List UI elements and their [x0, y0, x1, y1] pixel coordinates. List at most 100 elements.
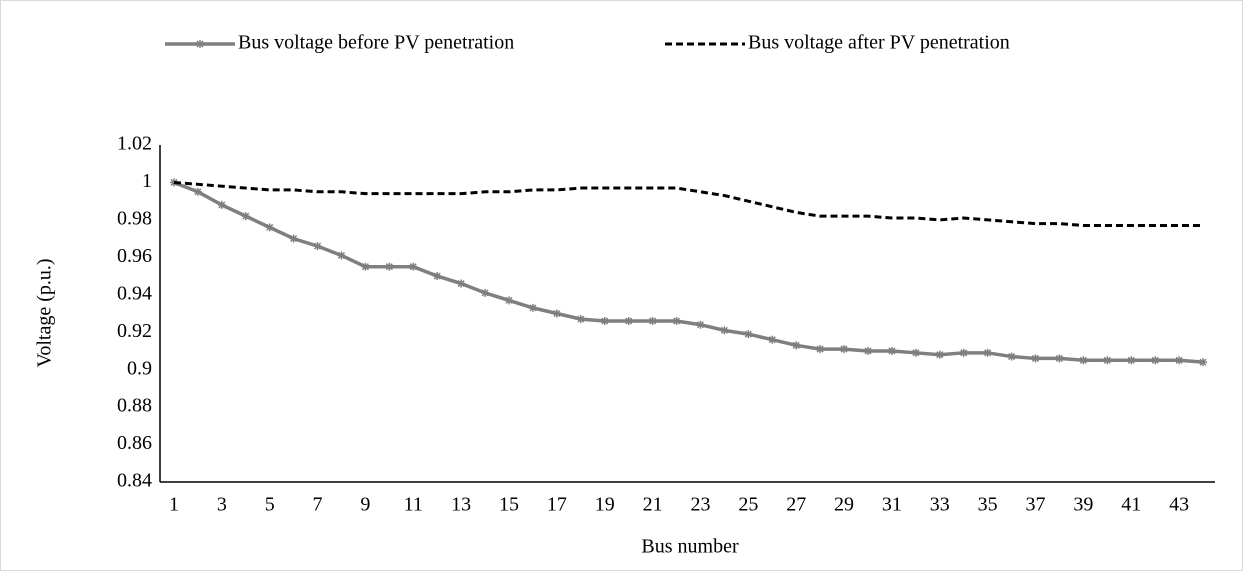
x-tick-label: 7: [313, 494, 323, 516]
marker-stroke: [433, 272, 441, 280]
marker: [983, 348, 992, 357]
marker: [911, 348, 920, 357]
marker: [552, 309, 561, 318]
marker-stroke: [218, 201, 226, 209]
y-axis-label: Voltage (p.u.): [34, 258, 56, 367]
marker-stroke: [196, 40, 204, 48]
x-tick-label: 9: [360, 494, 370, 516]
x-tick-label: 5: [265, 494, 275, 516]
marker: [576, 315, 585, 324]
y-tick-label: 0.88: [117, 395, 152, 417]
marker-stroke: [720, 326, 728, 334]
marker: [265, 223, 274, 232]
y-tick-label: 0.92: [117, 320, 152, 342]
x-tick-label: 41: [1121, 494, 1141, 516]
marker-stroke: [1055, 354, 1063, 362]
y-tick-label: 1: [142, 170, 152, 192]
marker: [481, 288, 490, 297]
x-tick-label: 11: [404, 494, 423, 516]
marker-stroke: [481, 289, 489, 297]
marker: [409, 262, 418, 271]
marker: [1151, 356, 1160, 365]
x-tick-label: 3: [217, 494, 227, 516]
series-line: [173, 180, 1204, 228]
x-axis-label: Bus number: [641, 536, 739, 558]
x-tick-label: 31: [882, 494, 902, 516]
marker-stroke: [385, 263, 393, 271]
x-tick-label: 15: [499, 494, 519, 516]
marker-stroke: [553, 309, 561, 318]
marker-stroke: [290, 235, 298, 243]
marker-stroke: [1175, 356, 1183, 364]
marker: [887, 346, 896, 355]
marker: [1055, 354, 1064, 363]
marker-stroke: [816, 345, 824, 353]
marker: [337, 251, 346, 260]
x-tick-label: 43: [1169, 494, 1189, 516]
x-tick-label: 21: [643, 494, 663, 516]
marker-stroke: [1103, 356, 1111, 364]
marker: [528, 303, 537, 312]
marker: [361, 262, 370, 271]
marker-stroke: [1079, 356, 1087, 364]
x-tick-label: 17: [547, 494, 567, 516]
marker-stroke: [1127, 356, 1135, 364]
marker: [840, 345, 849, 354]
y-tick-label: 1.02: [117, 133, 152, 155]
marker-stroke: [984, 349, 992, 357]
marker: [720, 326, 729, 335]
marker: [457, 279, 466, 288]
marker: [1127, 356, 1136, 365]
y-tick-label: 0.9: [127, 357, 152, 379]
marker: [935, 350, 944, 359]
marker-stroke: [792, 341, 800, 349]
marker: [792, 341, 801, 350]
marker: [241, 212, 250, 221]
marker: [193, 187, 202, 196]
legend-label: Bus voltage before PV penetration: [238, 32, 514, 54]
marker: [648, 316, 657, 325]
marker-stroke: [696, 321, 704, 329]
y-tick-label: 0.98: [117, 207, 152, 229]
x-tick-label: 39: [1073, 494, 1093, 516]
marker: [744, 330, 753, 339]
marker: [1079, 356, 1088, 365]
marker: [1199, 358, 1208, 367]
marker-stroke: [194, 188, 202, 196]
marker-stroke: [888, 347, 896, 355]
marker-stroke: [936, 351, 944, 359]
marker-stroke: [625, 317, 633, 325]
x-tick-label: 19: [595, 494, 615, 516]
marker: [816, 345, 825, 354]
marker: [433, 272, 442, 281]
x-tick-label: 27: [786, 494, 806, 516]
marker: [696, 320, 705, 329]
marker-stroke: [577, 315, 585, 323]
x-tick-label: 29: [834, 494, 854, 516]
legend-label: Bus voltage after PV penetration: [748, 32, 1010, 54]
marker: [624, 316, 633, 325]
marker: [672, 316, 681, 325]
legend-marker: [196, 40, 204, 48]
marker-stroke: [314, 242, 322, 250]
marker-stroke: [457, 280, 465, 288]
marker: [959, 348, 968, 357]
marker-stroke: [361, 263, 369, 271]
marker: [505, 296, 514, 305]
marker: [1031, 354, 1040, 363]
marker-stroke: [960, 349, 968, 357]
marker-stroke: [768, 336, 776, 344]
x-tick-label: 35: [978, 494, 998, 516]
marker-stroke: [505, 296, 513, 304]
x-tick-label: 33: [930, 494, 950, 516]
marker-stroke: [1031, 354, 1040, 362]
marker-stroke: [1199, 358, 1207, 366]
marker-stroke: [840, 345, 848, 353]
marker: [863, 346, 872, 355]
marker-stroke: [266, 223, 274, 231]
marker: [1103, 356, 1112, 365]
y-tick-label: 0.94: [117, 282, 152, 304]
marker: [313, 242, 322, 251]
marker-stroke: [409, 263, 417, 271]
